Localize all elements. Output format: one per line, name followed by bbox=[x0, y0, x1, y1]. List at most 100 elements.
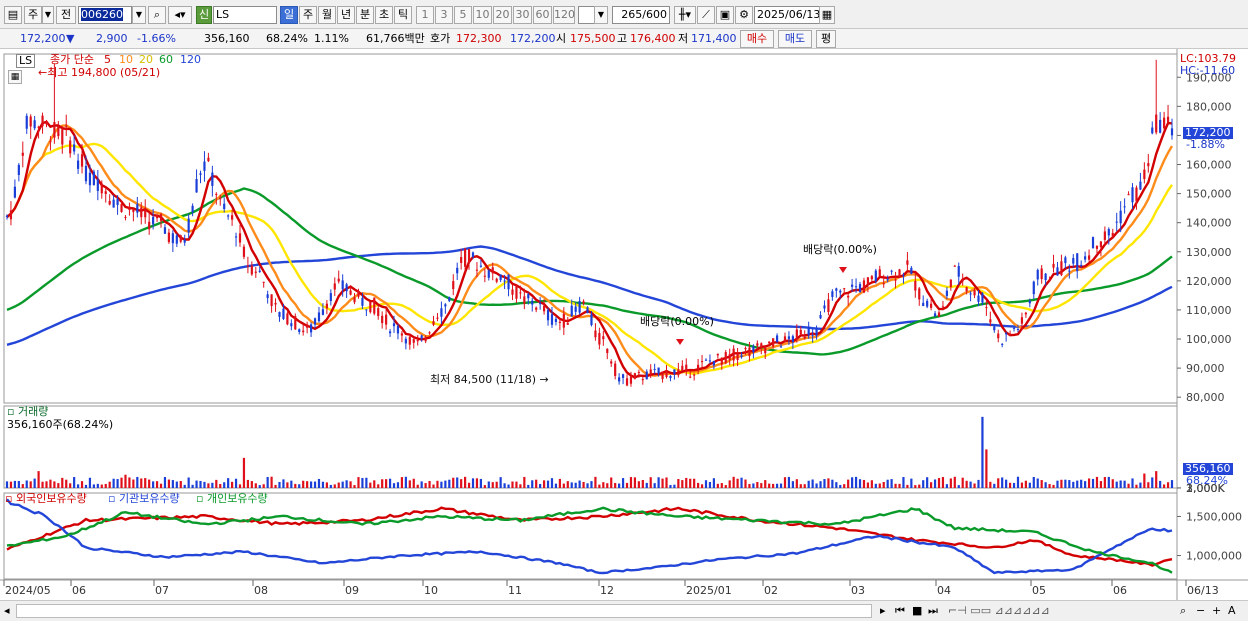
volume-bar bbox=[479, 478, 482, 488]
candle-body bbox=[41, 115, 44, 127]
volume-bar bbox=[483, 485, 486, 488]
volume-bar bbox=[9, 481, 13, 488]
volume-bar bbox=[535, 479, 538, 488]
volume-bar bbox=[941, 477, 945, 488]
volume-bar bbox=[697, 482, 700, 488]
volume-bar bbox=[13, 480, 16, 488]
candle-type-icon[interactable]: ╫▾ bbox=[674, 6, 696, 24]
down-arrow-icon: ▼ bbox=[66, 32, 75, 45]
ma120-label: 120 bbox=[180, 53, 201, 66]
candle-body bbox=[373, 297, 376, 314]
interval-120[interactable]: 120 bbox=[553, 6, 575, 24]
zoom-out-icon[interactable]: − bbox=[1196, 604, 1206, 617]
volume-bar bbox=[562, 483, 565, 488]
stock-chart[interactable]: 190,000180,000170,000160,000150,000140,0… bbox=[0, 49, 1248, 600]
interval-30[interactable]: 30 bbox=[513, 6, 532, 24]
period-dropdown[interactable]: ▼ bbox=[42, 6, 54, 24]
candle-body bbox=[930, 303, 933, 308]
candle-body bbox=[618, 377, 621, 382]
candle-body bbox=[503, 280, 506, 282]
interval-20[interactable]: 20 bbox=[493, 6, 512, 24]
chart-scrollbar[interactable]: ◂ ▸ ⏮ ■ ⏭ ⌐⊣ ▭▭ ⊿⊿⊿⊿⊿⊿ ⌕ − + A bbox=[0, 600, 1248, 621]
candle-body bbox=[898, 269, 901, 277]
date-field[interactable]: 2025/06/13 bbox=[754, 6, 820, 24]
candle-body bbox=[1048, 279, 1051, 281]
tab-year[interactable]: 년 bbox=[337, 6, 355, 24]
candle-body bbox=[740, 355, 743, 357]
interval-1[interactable]: 1 bbox=[416, 6, 434, 24]
tab-minute[interactable]: 분 bbox=[356, 6, 374, 24]
ask-price: 172,300 bbox=[456, 32, 502, 45]
volume-bar bbox=[700, 484, 704, 488]
candle-body bbox=[104, 191, 107, 194]
candle-body bbox=[215, 193, 218, 195]
prev-button[interactable]: 전 bbox=[56, 6, 76, 24]
gear-icon[interactable]: ⚙ bbox=[735, 6, 753, 24]
tab-day[interactable]: 일 bbox=[280, 6, 298, 24]
x-tick-label: 12 bbox=[600, 584, 614, 597]
stock-name-field[interactable]: LS bbox=[213, 6, 277, 24]
buy-button[interactable]: 매수 bbox=[740, 30, 774, 48]
candle-body bbox=[25, 115, 28, 129]
search-icon[interactable]: ⌕ bbox=[148, 6, 166, 24]
candle-body bbox=[558, 321, 561, 323]
save-icon[interactable]: ▣ bbox=[716, 6, 734, 24]
forward-icon[interactable]: ⏭ bbox=[928, 604, 938, 617]
volume-bar bbox=[669, 485, 672, 488]
candle-body bbox=[306, 324, 309, 328]
volume-bar bbox=[645, 482, 648, 488]
volume-bar bbox=[1012, 482, 1016, 488]
drawing-tools[interactable]: ⌐⊣ ▭▭ ⊿⊿⊿⊿⊿⊿ bbox=[948, 604, 1050, 617]
volume-bar bbox=[744, 479, 747, 488]
candle-body bbox=[606, 348, 609, 354]
candle-body bbox=[159, 214, 163, 221]
zoom-in-icon[interactable]: + bbox=[1212, 604, 1222, 617]
zoom-icon[interactable]: ⌕ bbox=[1180, 604, 1187, 617]
interval-3[interactable]: 3 bbox=[435, 6, 453, 24]
period-button[interactable]: 주 bbox=[24, 6, 42, 24]
volume-bar bbox=[546, 480, 550, 488]
candle-body bbox=[989, 319, 992, 323]
candle-body bbox=[88, 172, 92, 186]
x-tick-label: 07 bbox=[155, 584, 169, 597]
scroll-left-icon[interactable]: ◂ bbox=[4, 604, 10, 617]
candle-body bbox=[1087, 255, 1091, 260]
volume-bar bbox=[862, 479, 866, 488]
volume-bar bbox=[736, 478, 739, 488]
high-price: 176,400 bbox=[630, 32, 676, 45]
candle-body bbox=[231, 215, 234, 220]
code-input[interactable]: 006260 bbox=[78, 6, 132, 24]
count-field[interactable]: 265/600 bbox=[612, 6, 670, 24]
volume-bar bbox=[1048, 484, 1051, 488]
rewind-icon[interactable]: ⏮ bbox=[895, 604, 905, 617]
candle-body bbox=[120, 204, 123, 212]
candle-body bbox=[266, 294, 269, 299]
font-size-icon[interactable]: A bbox=[1228, 604, 1236, 617]
draw-tool-icon[interactable]: ⟋ bbox=[697, 6, 715, 24]
interval-60[interactable]: 60 bbox=[533, 6, 552, 24]
tab-tick[interactable]: 틱 bbox=[394, 6, 412, 24]
scroll-track[interactable] bbox=[16, 604, 872, 618]
calendar-icon[interactable]: ▦ bbox=[819, 6, 835, 24]
x-tick-label: 05 bbox=[1032, 584, 1046, 597]
interval-10[interactable]: 10 bbox=[473, 6, 492, 24]
speaker-icon[interactable]: ◂▾ bbox=[168, 6, 192, 24]
interval-5[interactable]: 5 bbox=[454, 6, 472, 24]
avg-button[interactable]: 평 bbox=[816, 30, 836, 48]
tab-week[interactable]: 주 bbox=[299, 6, 317, 24]
x-tick-label: 08 bbox=[254, 584, 268, 597]
candle-body bbox=[254, 271, 257, 273]
interval-dropdown[interactable]: ▼ bbox=[594, 6, 608, 24]
tab-month[interactable]: 월 bbox=[318, 6, 336, 24]
table-icon[interactable]: ▦ bbox=[8, 70, 22, 84]
scroll-right-icon[interactable]: ▸ bbox=[880, 604, 886, 617]
sell-button[interactable]: 매도 bbox=[778, 30, 812, 48]
tab-second[interactable]: 초 bbox=[375, 6, 393, 24]
volume-bar bbox=[933, 479, 937, 488]
candle-body bbox=[574, 306, 577, 312]
window-icon[interactable]: ▤ bbox=[4, 6, 22, 24]
stop-icon[interactable]: ■ bbox=[912, 604, 923, 617]
code-dropdown[interactable]: ▼ bbox=[132, 6, 146, 24]
volume-bar bbox=[930, 482, 933, 488]
candle-body bbox=[440, 308, 443, 317]
